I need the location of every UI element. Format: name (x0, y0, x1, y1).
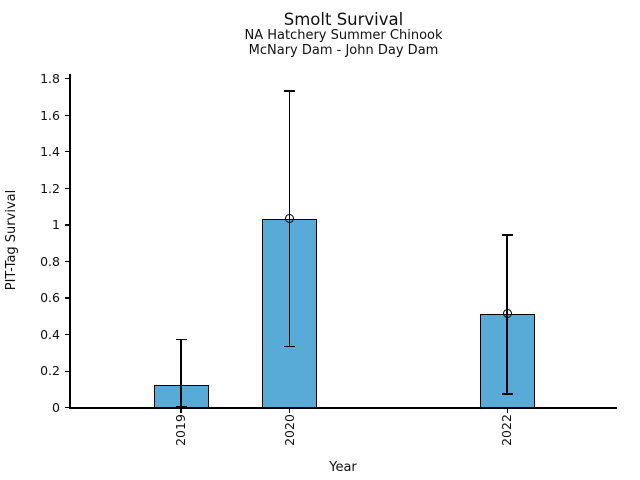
error-bar-line (180, 339, 182, 407)
y-tick-label: 1.4 (40, 144, 60, 160)
x-tick-mark (180, 408, 182, 413)
x-tick-mark (506, 408, 508, 413)
chart-title: Smolt Survival (283, 10, 404, 29)
y-tick-mark (65, 297, 69, 299)
x-tick-mark (289, 408, 291, 413)
y-tick-label: 0.4 (40, 326, 60, 342)
chart-subtitle-line1: NA Hatchery Summer Chinook (244, 28, 443, 43)
y-tick-label: 1.8 (40, 71, 60, 86)
x-axis-title: Year (329, 460, 357, 475)
y-tick-label: 1.6 (40, 107, 60, 123)
y-axis-spine (69, 74, 71, 409)
point-marker (502, 309, 512, 319)
y-tick-mark (65, 114, 69, 116)
y-tick-mark (65, 407, 69, 409)
y-tick-label: 0.6 (40, 290, 60, 306)
y-tick-label: 0.8 (40, 253, 60, 269)
x-tick-label: 2019 (173, 414, 188, 446)
y-tick-label: 1 (52, 217, 60, 233)
y-tick-label: 0 (52, 400, 60, 415)
x-tick-label: 2020 (281, 414, 297, 446)
y-tick-mark (65, 260, 69, 263)
error-bar-cap-top (284, 90, 296, 92)
y-tick-mark (65, 78, 69, 80)
chart-subtitle-line2: McNary Dam - John Day Dam (248, 42, 439, 58)
chart-header: Smolt Survival NA Hatchery Summer Chinoo… (70, 10, 617, 58)
error-bar-cap-bottom (284, 345, 296, 348)
point-marker (285, 214, 295, 224)
y-tick-mark (65, 151, 69, 153)
x-axis-spine (69, 407, 617, 409)
error-bar-cap-top (175, 338, 187, 341)
y-tick-mark (65, 370, 69, 372)
error-bar-cap-top (501, 234, 513, 236)
error-bar-cap-bottom (501, 393, 513, 395)
y-tick-label: 1.2 (40, 180, 60, 196)
y-tick-mark (65, 187, 69, 189)
y-tick-label: 0.2 (40, 363, 60, 379)
y-tick-mark (65, 334, 69, 336)
y-tick-mark (65, 224, 69, 226)
x-tick-label: 2022 (499, 414, 515, 446)
